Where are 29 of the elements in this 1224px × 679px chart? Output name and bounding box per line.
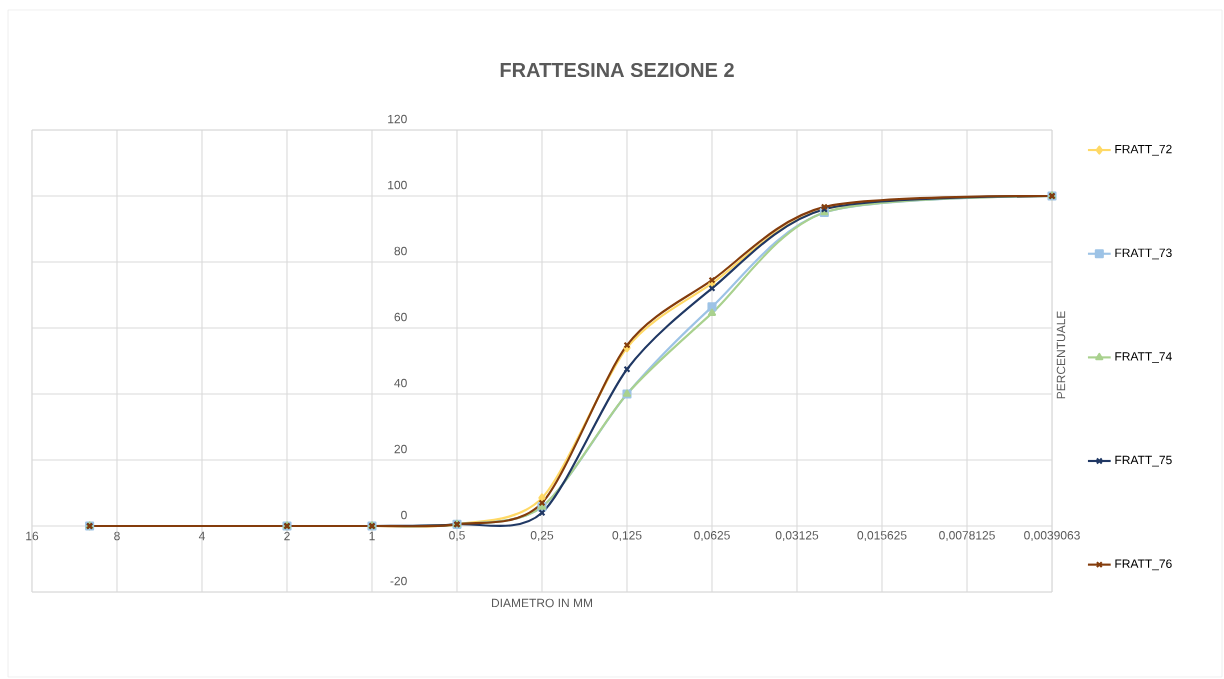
x-tick-label: 0,25 (530, 531, 554, 541)
legend-label: FRATT_75 (1115, 455, 1172, 467)
x-tick-label: 0,0625 (694, 531, 730, 541)
y-tick-label: 80 (394, 246, 407, 256)
x-tick-label: 16 (26, 531, 39, 541)
legend-label: FRATT_72 (1115, 144, 1172, 156)
y-tick-label: 0 (401, 510, 407, 520)
y-tick-label: 120 (388, 114, 407, 124)
x-tick-label: 0,015625 (857, 531, 907, 541)
x-tick-label: 1 (369, 531, 375, 541)
y-tick-label: 40 (394, 378, 407, 388)
x-tick-label: 2 (284, 531, 290, 541)
x-tick-label: 0,0078125 (939, 531, 995, 541)
x-tick-label: 4 (198, 531, 205, 541)
x-tick-label: 0,125 (612, 531, 642, 541)
x-axis-title: DIAMETRO IN MM (491, 598, 593, 608)
x-tick-label: 0,0039063 (1024, 531, 1080, 541)
x-tick-label: 0,03125 (775, 531, 819, 541)
y-tick-label: 20 (394, 444, 407, 454)
legend-label: FRATT_74 (1115, 352, 1172, 363)
x-tick-label: 0,5 (449, 531, 465, 541)
y-tick-label: -20 (390, 576, 407, 586)
legend-label: FRATT_73 (1115, 248, 1172, 260)
y-tick-label: 100 (388, 180, 407, 190)
legend-label: FRATT_76 (1115, 559, 1172, 571)
y-axis-title: PERCENTUALE (1056, 311, 1066, 399)
y-tick-label: 60 (394, 312, 407, 322)
chart-title: FRATTESINA SEZIONE 2 (500, 62, 734, 78)
x-tick-label: 8 (114, 531, 120, 541)
